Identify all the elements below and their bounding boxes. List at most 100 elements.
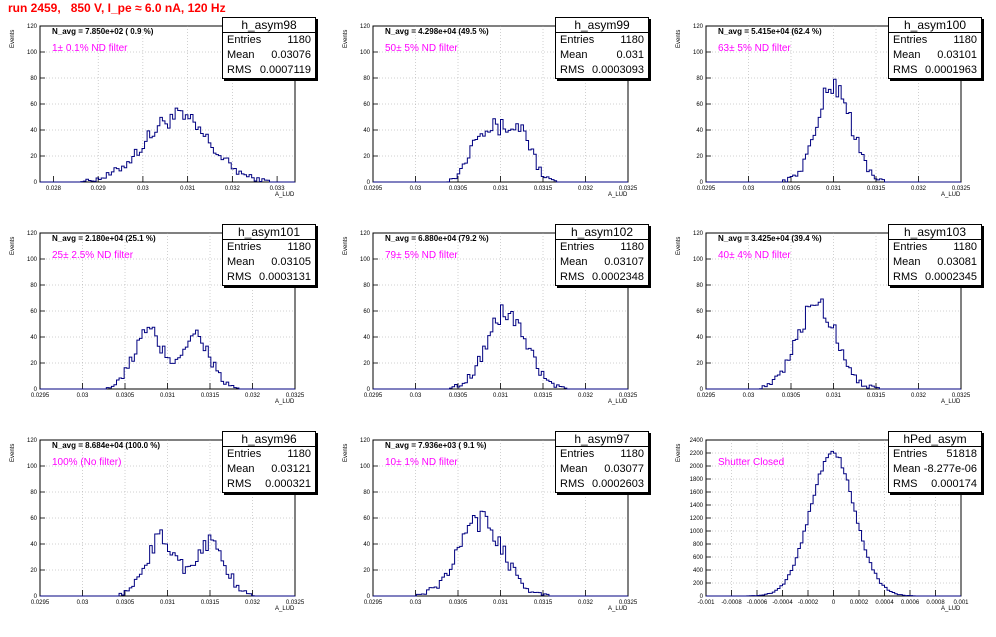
histogram-steps bbox=[706, 78, 961, 183]
x-tick-label: 0.03 bbox=[743, 393, 755, 399]
y-tick-label: 120 bbox=[27, 438, 38, 444]
navg-label: N_avg = 5.415e+04 (62.4 %) bbox=[718, 27, 822, 36]
histogram-name: h_asym100 bbox=[889, 18, 981, 33]
x-tick-label: 0.031 bbox=[826, 393, 842, 399]
y-tick-label: 100 bbox=[27, 464, 38, 470]
stats-box: h_asym99 Entries 1180 Mean 0.031 RMS 0.0003093 bbox=[555, 17, 649, 79]
stats-value: -8.277e-06 bbox=[923, 463, 977, 475]
filter-annotation: 50± 5% ND filter bbox=[385, 43, 458, 54]
x-tick-label: 0.029 bbox=[91, 186, 107, 192]
y-tick-label: 120 bbox=[360, 24, 371, 30]
x-tick-label: 0.032 bbox=[245, 600, 261, 606]
histogram-steps bbox=[706, 450, 961, 597]
x-tick-label: 0.0305 bbox=[116, 393, 135, 399]
y-tick-label: 600 bbox=[693, 555, 704, 561]
stats-label: RMS bbox=[893, 64, 918, 76]
x-tick-label: 0.032 bbox=[911, 393, 927, 399]
x-tick-label: 0.031 bbox=[180, 186, 196, 192]
stats-label: RMS bbox=[560, 64, 585, 76]
x-tick-label: 0.0295 bbox=[31, 393, 50, 399]
x-tick-label: 0.032 bbox=[578, 186, 594, 192]
stats-row-mean: Mean -8.277e-06 bbox=[889, 462, 981, 477]
x-tick-label: 0.031 bbox=[160, 600, 176, 606]
histogram-panel-h_asym99: 0 20 40 60 80 100 120 0.0295 0.03 0.0305 0.031 0.03… bbox=[333, 17, 663, 223]
x-tick-label: 0.0325 bbox=[286, 393, 305, 399]
histogram-steps bbox=[373, 510, 628, 597]
stats-row-rms: RMS 0.0002345 bbox=[889, 270, 981, 285]
y-tick-label: 100 bbox=[693, 257, 704, 263]
histogram-panel-h_asym97: 0 20 40 60 80 100 120 0.0295 0.03 0.0305 0.031 0.03… bbox=[333, 431, 663, 637]
filter-annotation: 25± 2.5% ND filter bbox=[52, 250, 134, 261]
y-tick-label: 60 bbox=[363, 309, 370, 315]
histogram-name: h_asym96 bbox=[223, 432, 315, 447]
stats-row-rms: RMS 0.0003093 bbox=[556, 63, 648, 78]
stats-label: Entries bbox=[227, 241, 262, 253]
x-tick-label: 0.0008 bbox=[926, 600, 945, 606]
y-tick-label: 100 bbox=[360, 50, 371, 56]
y-axis-label: Events bbox=[10, 443, 16, 462]
histogram-steps bbox=[40, 107, 295, 183]
histogram-name: h_asym99 bbox=[556, 18, 648, 33]
stats-label: RMS bbox=[227, 478, 252, 490]
histogram-name: h_asym97 bbox=[556, 432, 648, 447]
histogram-svg: 0 20 40 60 80 100 120 0.0295 0.03 0.0305 0.031 0.03… bbox=[693, 231, 971, 399]
y-tick-label: 120 bbox=[693, 231, 704, 237]
stats-label: Mean bbox=[560, 256, 588, 268]
y-tick-label: 80 bbox=[696, 283, 703, 289]
y-axis-label: Events bbox=[10, 29, 16, 48]
y-tick-label: 100 bbox=[360, 464, 371, 470]
y-tick-label: 80 bbox=[363, 76, 370, 82]
histogram-panel-h_asym102: 0 20 40 60 80 100 120 0.0295 0.03 0.0305 0.031 0.03… bbox=[333, 224, 663, 430]
stats-value: 0.0002345 bbox=[925, 271, 977, 283]
y-tick-label: 20 bbox=[363, 361, 370, 367]
histogram-svg: 0 20 40 60 80 100 120 0.0295 0.03 0.0305 0.031 0.03… bbox=[360, 438, 638, 606]
x-tick-label: -0.001 bbox=[697, 600, 715, 606]
y-tick-label: 20 bbox=[30, 361, 37, 367]
y-tick-label: 20 bbox=[363, 568, 370, 574]
stats-row-entries: Entries 1180 bbox=[556, 240, 648, 255]
stats-label: Entries bbox=[560, 448, 595, 460]
x-tick-label: 0.028 bbox=[46, 186, 62, 192]
stats-label: Mean bbox=[227, 49, 255, 61]
y-tick-label: 40 bbox=[696, 128, 703, 134]
x-tick-label: 0.001 bbox=[953, 600, 969, 606]
stats-value: 0.03105 bbox=[271, 256, 311, 268]
x-axis-label: A_LUD bbox=[275, 606, 295, 612]
histogram-steps bbox=[706, 298, 961, 390]
navg-label: N_avg = 4.298e+04 (49.5 %) bbox=[385, 27, 489, 36]
navg-label: N_avg = 2.180e+04 (25.1 %) bbox=[52, 234, 156, 243]
x-axis-label: A_LUD bbox=[941, 606, 961, 612]
page-title: run 2459, 850 V, I_pe ≈ 6.0 nA, 120 Hz bbox=[8, 1, 226, 15]
y-tick-label: 40 bbox=[363, 542, 370, 548]
stats-row-rms: RMS 0.000321 bbox=[223, 477, 315, 492]
x-axis-label: A_LUD bbox=[275, 192, 295, 198]
x-tick-label: 0.0295 bbox=[364, 600, 383, 606]
y-tick-label: 120 bbox=[693, 24, 704, 30]
stats-value: 0.0003131 bbox=[259, 271, 311, 283]
histogram-panel-h_asym100: 0 20 40 60 80 100 120 0.0295 0.03 0.0305 0.031 0.03… bbox=[666, 17, 996, 223]
stats-box: h_asym100 Entries 1180 Mean 0.03101 RMS 0.0001… bbox=[888, 17, 982, 79]
stats-row-rms: RMS 0.000174 bbox=[889, 477, 981, 492]
x-tick-label: 0.0315 bbox=[867, 186, 886, 192]
x-tick-label: 0.0325 bbox=[619, 600, 638, 606]
stats-label: Entries bbox=[227, 34, 262, 46]
stats-row-entries: Entries 1180 bbox=[223, 33, 315, 48]
stats-row-mean: Mean 0.03101 bbox=[889, 48, 981, 63]
x-tick-label: 0.0315 bbox=[534, 186, 553, 192]
y-axis-label: Events bbox=[676, 443, 682, 462]
y-tick-label: 1000 bbox=[690, 529, 704, 535]
stats-box: h_asym98 Entries 1180 Mean 0.03076 RMS 0.00071… bbox=[222, 17, 316, 79]
y-tick-label: 120 bbox=[360, 438, 371, 444]
stats-row-entries: Entries 1180 bbox=[556, 447, 648, 462]
x-tick-label: -0.0008 bbox=[721, 600, 742, 606]
x-tick-label: 0.03 bbox=[410, 600, 422, 606]
histogram-svg: 0 20 40 60 80 100 120 0.0295 0.03 0.0305 0.031 0.03… bbox=[693, 24, 971, 192]
stats-value: 0.0001963 bbox=[925, 64, 977, 76]
histogram-name: h_asym101 bbox=[223, 225, 315, 240]
x-tick-label: 0.032 bbox=[578, 393, 594, 399]
y-tick-label: 1600 bbox=[690, 490, 704, 496]
y-tick-label: 40 bbox=[30, 542, 37, 548]
y-tick-label: 0 bbox=[34, 594, 38, 600]
x-tick-label: 0.0305 bbox=[116, 600, 135, 606]
stats-row-mean: Mean 0.03076 bbox=[223, 48, 315, 63]
